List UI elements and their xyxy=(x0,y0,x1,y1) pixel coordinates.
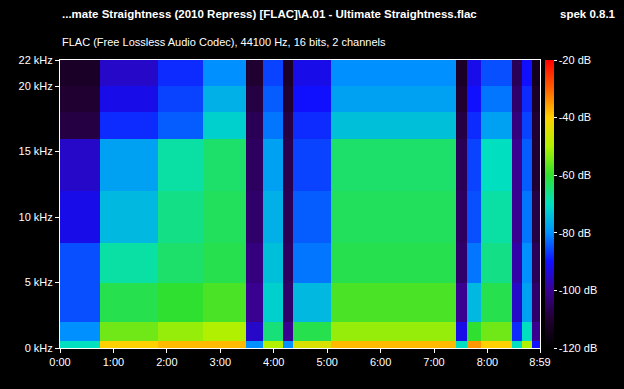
svg-text:15 kHz: 15 kHz xyxy=(19,145,53,157)
svg-text:-60 dB: -60 dB xyxy=(559,169,591,181)
svg-text:FLAC (Free Lossless Audio Code: FLAC (Free Lossless Audio Codec), 44100 … xyxy=(62,36,386,48)
svg-text:0:00: 0:00 xyxy=(49,356,70,368)
svg-text:-40 dB: -40 dB xyxy=(559,111,591,123)
svg-text:-100 dB: -100 dB xyxy=(559,284,598,296)
svg-text:8:59: 8:59 xyxy=(529,356,550,368)
svg-text:spek 0.8.1: spek 0.8.1 xyxy=(560,8,616,20)
svg-text:5 kHz: 5 kHz xyxy=(25,276,53,288)
svg-text:-120 dB: -120 dB xyxy=(559,342,598,354)
svg-text:5:00: 5:00 xyxy=(316,356,337,368)
svg-text:8:00: 8:00 xyxy=(477,356,498,368)
svg-text:4:00: 4:00 xyxy=(263,356,284,368)
svg-text:10 kHz: 10 kHz xyxy=(19,211,53,223)
svg-text:-20 dB: -20 dB xyxy=(559,54,591,66)
svg-text:7:00: 7:00 xyxy=(423,356,444,368)
svg-text:-80 dB: -80 dB xyxy=(559,227,591,239)
svg-text:...mate Straightness (2010 Rep: ...mate Straightness (2010 Repress) [FLA… xyxy=(62,8,477,20)
svg-text:3:00: 3:00 xyxy=(210,356,231,368)
svg-text:20 kHz: 20 kHz xyxy=(19,80,53,92)
svg-text:2:00: 2:00 xyxy=(156,356,177,368)
svg-text:0 kHz: 0 kHz xyxy=(25,342,53,354)
svg-text:6:00: 6:00 xyxy=(370,356,391,368)
svg-text:22 kHz: 22 kHz xyxy=(19,54,53,66)
svg-text:1:00: 1:00 xyxy=(103,356,124,368)
